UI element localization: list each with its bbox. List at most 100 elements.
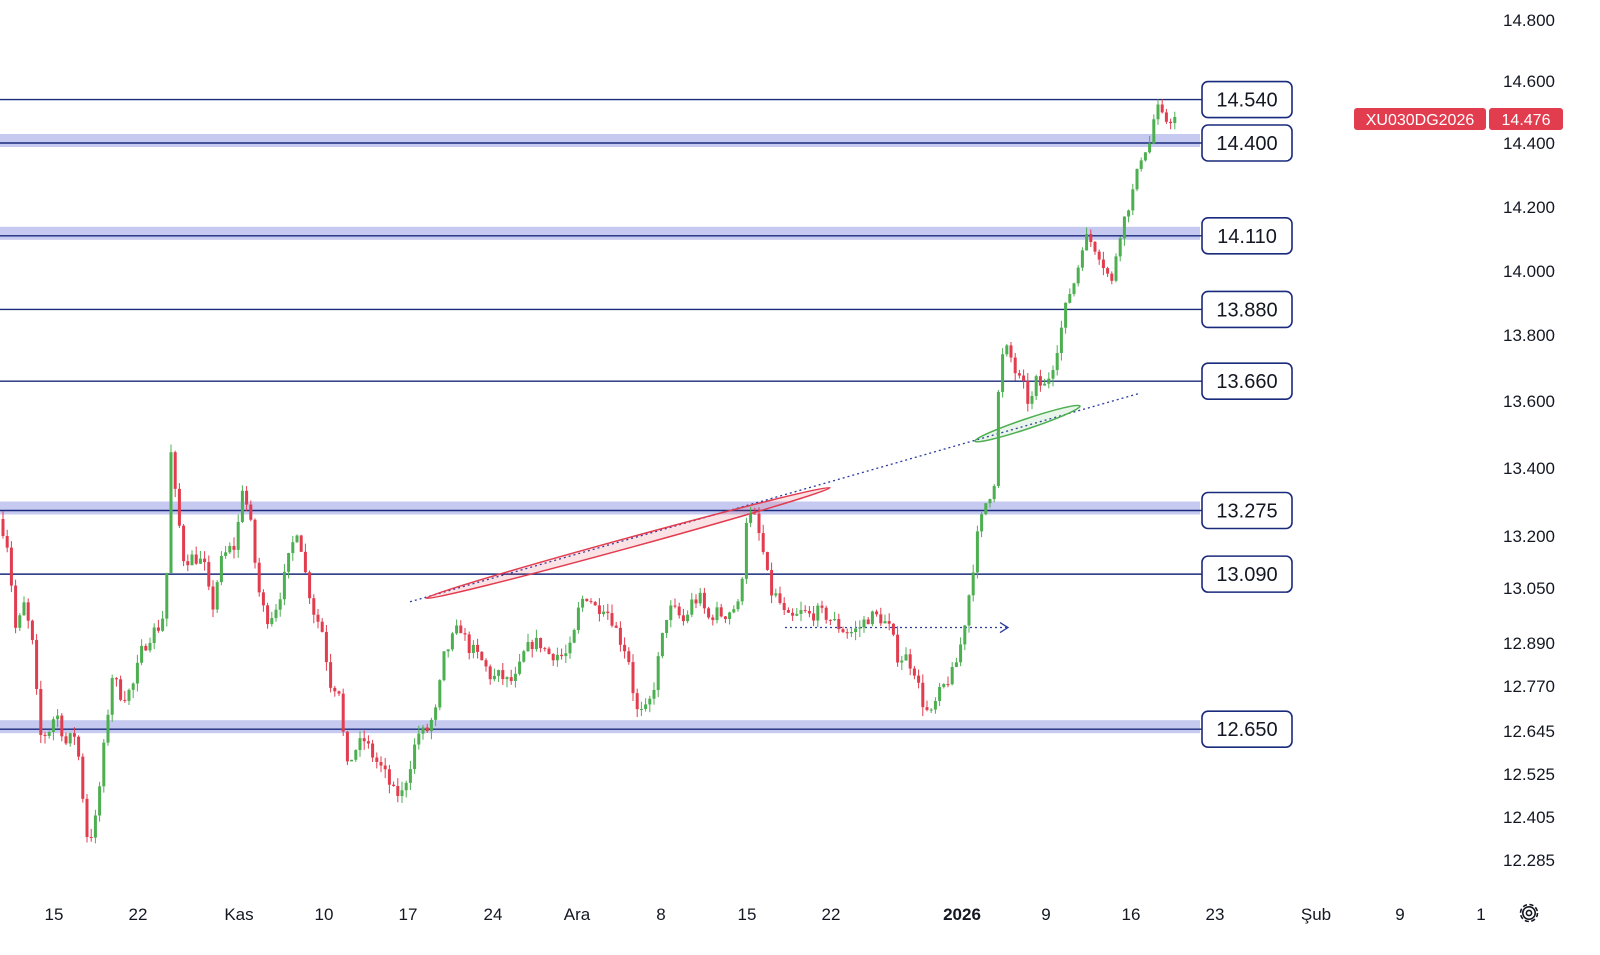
level-labels: 14.540 14.400 14.110 13.880 13.660 13.275 13.0…: [1201, 80, 1293, 749]
candle-body-172: [723, 616, 727, 620]
candle-body-47: [198, 558, 202, 564]
candle-body-227: [954, 662, 958, 667]
time-tick-label-8: 15: [738, 905, 757, 924]
candle-body-13: [56, 715, 60, 720]
candle-body-155: [652, 689, 656, 699]
candle-body-27: [114, 678, 118, 680]
candle-body-200: [841, 629, 845, 633]
time-tick-label-13: 23: [1206, 905, 1225, 924]
price-tick-label-2: 14.400: [1503, 134, 1555, 153]
candle-body-124: [522, 651, 526, 662]
candle-body-2: [9, 547, 13, 586]
last-price-label-bg: [1489, 108, 1563, 130]
candle-body-61: [257, 562, 261, 593]
candle-body-275: [1156, 104, 1160, 120]
candle-body-93: [392, 784, 396, 787]
symbol-price-label: XU030DG2026 14.476: [1354, 108, 1563, 130]
candle-body-19: [81, 756, 85, 799]
candle-body-76: [320, 621, 324, 632]
candle-body-46: [194, 554, 198, 564]
candle-body-74: [312, 598, 316, 615]
candle-body-244: [1026, 380, 1030, 404]
candle-body-131: [551, 654, 555, 661]
candle-body-8: [35, 639, 39, 689]
candle-body-247: [1038, 376, 1042, 386]
resistance-ellipse[interactable]: [425, 483, 832, 603]
candle-body-44: [186, 561, 190, 566]
level-label-box-5[interactable]: [1201, 491, 1293, 530]
candle-body-211: [887, 621, 891, 624]
candle-body-140: [589, 601, 593, 603]
candle-body-256: [1076, 267, 1080, 284]
candle-body-108: [455, 625, 459, 634]
last-price-value: 14.476: [1502, 112, 1551, 129]
candle-body-98: [413, 744, 417, 770]
candle-body-199: [837, 619, 841, 630]
candle-body-248: [1043, 383, 1047, 386]
dotted-trendline[interactable]: [409, 393, 1139, 603]
candle-body-156: [656, 656, 660, 690]
candle-body-132: [555, 654, 559, 661]
price-tick-label-11: 12.770: [1503, 677, 1555, 696]
candle-body-106: [446, 649, 450, 652]
gear-icon[interactable]: [1519, 903, 1539, 923]
level-label-box-7[interactable]: [1201, 710, 1293, 749]
candle-body-250: [1051, 370, 1055, 379]
candle-body-137: [576, 607, 580, 630]
candle-body-109: [459, 625, 463, 634]
time-tick-label-15: 9: [1395, 905, 1404, 924]
candle-body-202: [849, 632, 853, 634]
level-label-box-4[interactable]: [1201, 362, 1293, 401]
candle-body-28: [119, 679, 123, 700]
candle-body-16: [68, 733, 72, 744]
candle-body-197: [828, 619, 832, 621]
level-label-box-2[interactable]: [1201, 217, 1293, 255]
candle-body-63: [266, 605, 270, 625]
candle-body-72: [303, 551, 307, 573]
candle-body-264: [1110, 273, 1114, 281]
candle-body-39: [165, 572, 169, 619]
candle-body-263: [1106, 268, 1110, 274]
candle-body-260: [1093, 241, 1097, 252]
candle-body-158: [665, 620, 669, 633]
level-label-box-1[interactable]: [1201, 124, 1293, 162]
candle-body-17: [72, 733, 76, 737]
candle-body-257: [1080, 250, 1084, 268]
candle-body-189: [795, 613, 799, 616]
candle-body-164: [690, 599, 694, 615]
candle-body-104: [438, 680, 442, 708]
candle-body-103: [434, 707, 438, 720]
candle-body-255: [1072, 283, 1076, 295]
candle-body-196: [824, 607, 828, 620]
level-band-1: [0, 134, 1200, 147]
candle-body-206: [866, 619, 870, 625]
candle-body-18: [77, 736, 81, 757]
candle-body-171: [719, 607, 723, 617]
candle-body-168: [707, 608, 711, 618]
candle-body-34: [144, 645, 148, 651]
time-tick-label-9: 22: [822, 905, 841, 924]
level-label-box-0[interactable]: [1201, 80, 1293, 119]
level-label-box-6[interactable]: [1201, 555, 1293, 593]
candle-body-229: [963, 625, 967, 645]
candle-body-185: [778, 593, 782, 603]
time-tick-label-7: 8: [656, 905, 665, 924]
time-tick-label-1: 22: [129, 905, 148, 924]
candle-body-20: [85, 798, 89, 838]
price-tick-label-12: 12.645: [1503, 722, 1555, 741]
candle-body-240: [1009, 345, 1013, 358]
candle-body-134: [564, 653, 568, 657]
breakout-ellipse[interactable]: [973, 401, 1081, 446]
candle-body-102: [429, 719, 433, 732]
candle-body-221: [929, 709, 933, 711]
candle-body-230: [967, 595, 971, 626]
candle-body-192: [807, 610, 811, 614]
candle-body-21: [89, 837, 93, 839]
candle-body-222: [933, 700, 937, 710]
level-label-box-3[interactable]: [1201, 290, 1293, 329]
candle-body-91: [383, 765, 387, 770]
time-tick-label-4: 17: [399, 905, 418, 924]
candle-body-107: [450, 633, 454, 650]
